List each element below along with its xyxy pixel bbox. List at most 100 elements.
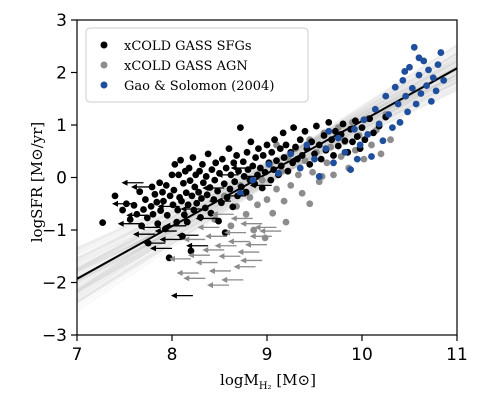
point-sfgs [334,142,342,150]
point-sfgs [271,136,278,144]
point-gao-solomon [375,120,383,128]
band-line [77,76,457,275]
upper-limit-arrow-agn [195,259,218,266]
point-sfgs [366,115,373,123]
point-agn [242,210,250,218]
arrow-head [221,276,228,283]
point-sfgs [289,159,297,167]
point-sfgs [325,118,333,126]
x-axis-title-main: logM [220,371,259,389]
point-gao-solomon [379,137,387,145]
legend-marker-gao-solomon [100,81,108,89]
point-sfgs [99,219,107,227]
upper-limit-arrow-sfgs [170,292,193,299]
y-tick-label: 0 [56,169,67,189]
point-sfgs [214,187,222,195]
upper-limit-arrow-agn [259,228,282,235]
point-sfgs [173,218,181,226]
point-gao-solomon [334,134,342,142]
band-line [77,81,457,269]
point-sfgs [204,150,212,158]
point-sfgs [178,197,185,205]
point-sfgs [190,206,198,214]
point-sfgs [163,211,171,219]
band-line [77,77,457,282]
arrow-head [240,173,247,180]
point-sfgs [160,197,167,205]
arrow-head [176,232,183,239]
point-sfgs [252,154,259,161]
point-gao-solomon [360,116,368,124]
arrow-head [224,229,231,236]
band-line [77,69,457,286]
point-gao-solomon [415,71,423,79]
point-gao-solomon [296,164,304,172]
arrow-head [183,236,190,243]
point-agn [282,218,290,226]
point-sfgs [184,201,192,209]
band-line [77,81,457,284]
upper-limit-arrow-agn [197,224,220,231]
point-sfgs [207,209,215,217]
arrow-head [249,182,256,189]
legend-item-agn: xCOLD GASS AGN [100,59,248,74]
point-sfgs [183,218,191,226]
point-gao-solomon [399,76,407,84]
point-gao-solomon [404,108,411,116]
band-line [77,64,457,301]
point-sfgs [313,122,320,130]
upper-limit-arrow-agn [240,220,263,227]
x-tick-label: 8 [167,345,178,365]
upper-limit-arrow-sfgs [159,236,182,243]
band-line [77,62,457,297]
point-agn [309,168,316,176]
point-sfgs [254,171,261,179]
x-tick-label: 10 [351,345,373,365]
upper-limit-arrow-sfgs [121,179,144,186]
arrow-head [240,257,247,264]
legend-marker-agn [100,61,108,69]
point-sfgs [174,206,182,214]
point-sfgs [231,178,239,186]
point-gao-solomon [396,118,404,126]
point-gao-solomon [303,141,311,149]
point-sfgs [199,179,207,187]
arrow-head [169,255,175,262]
arrow-head [121,179,128,186]
arrow-head [259,228,266,235]
upper-limit-arrow-agn [183,275,206,282]
point-sfgs [332,127,339,135]
point-sfgs [349,138,356,146]
y-tick-labels: −3 −2 −1 0 1 2 3 [42,11,67,346]
point-sfgs [230,159,238,167]
point-sfgs [280,154,288,161]
point-sfgs [258,184,266,192]
band-line [77,64,457,273]
point-sfgs [268,148,276,156]
arrow-head [132,231,139,238]
point-sfgs [237,183,245,191]
arrow-head [159,236,166,243]
point-sfgs [301,127,309,135]
arrow-head [230,165,237,172]
band-line [77,88,457,273]
upper-limit-arrow-agn [221,276,244,283]
arrow-head [230,215,237,222]
point-sfgs [182,189,190,197]
band-line [77,86,457,268]
point-gao-solomon [408,84,416,92]
point-gao-solomon [437,49,445,56]
point-gao-solomon [391,83,399,91]
point-sfgs [243,148,251,156]
point-sfgs [328,136,335,144]
arrow-head [154,228,161,235]
point-sfgs [351,117,359,125]
point-sfgs [298,152,306,159]
point-sfgs [154,220,162,228]
point-gao-solomon [429,74,437,82]
point-sfgs [276,145,284,153]
point-agn [368,141,375,149]
point-sfgs [256,164,264,172]
point-sfgs [229,203,237,211]
